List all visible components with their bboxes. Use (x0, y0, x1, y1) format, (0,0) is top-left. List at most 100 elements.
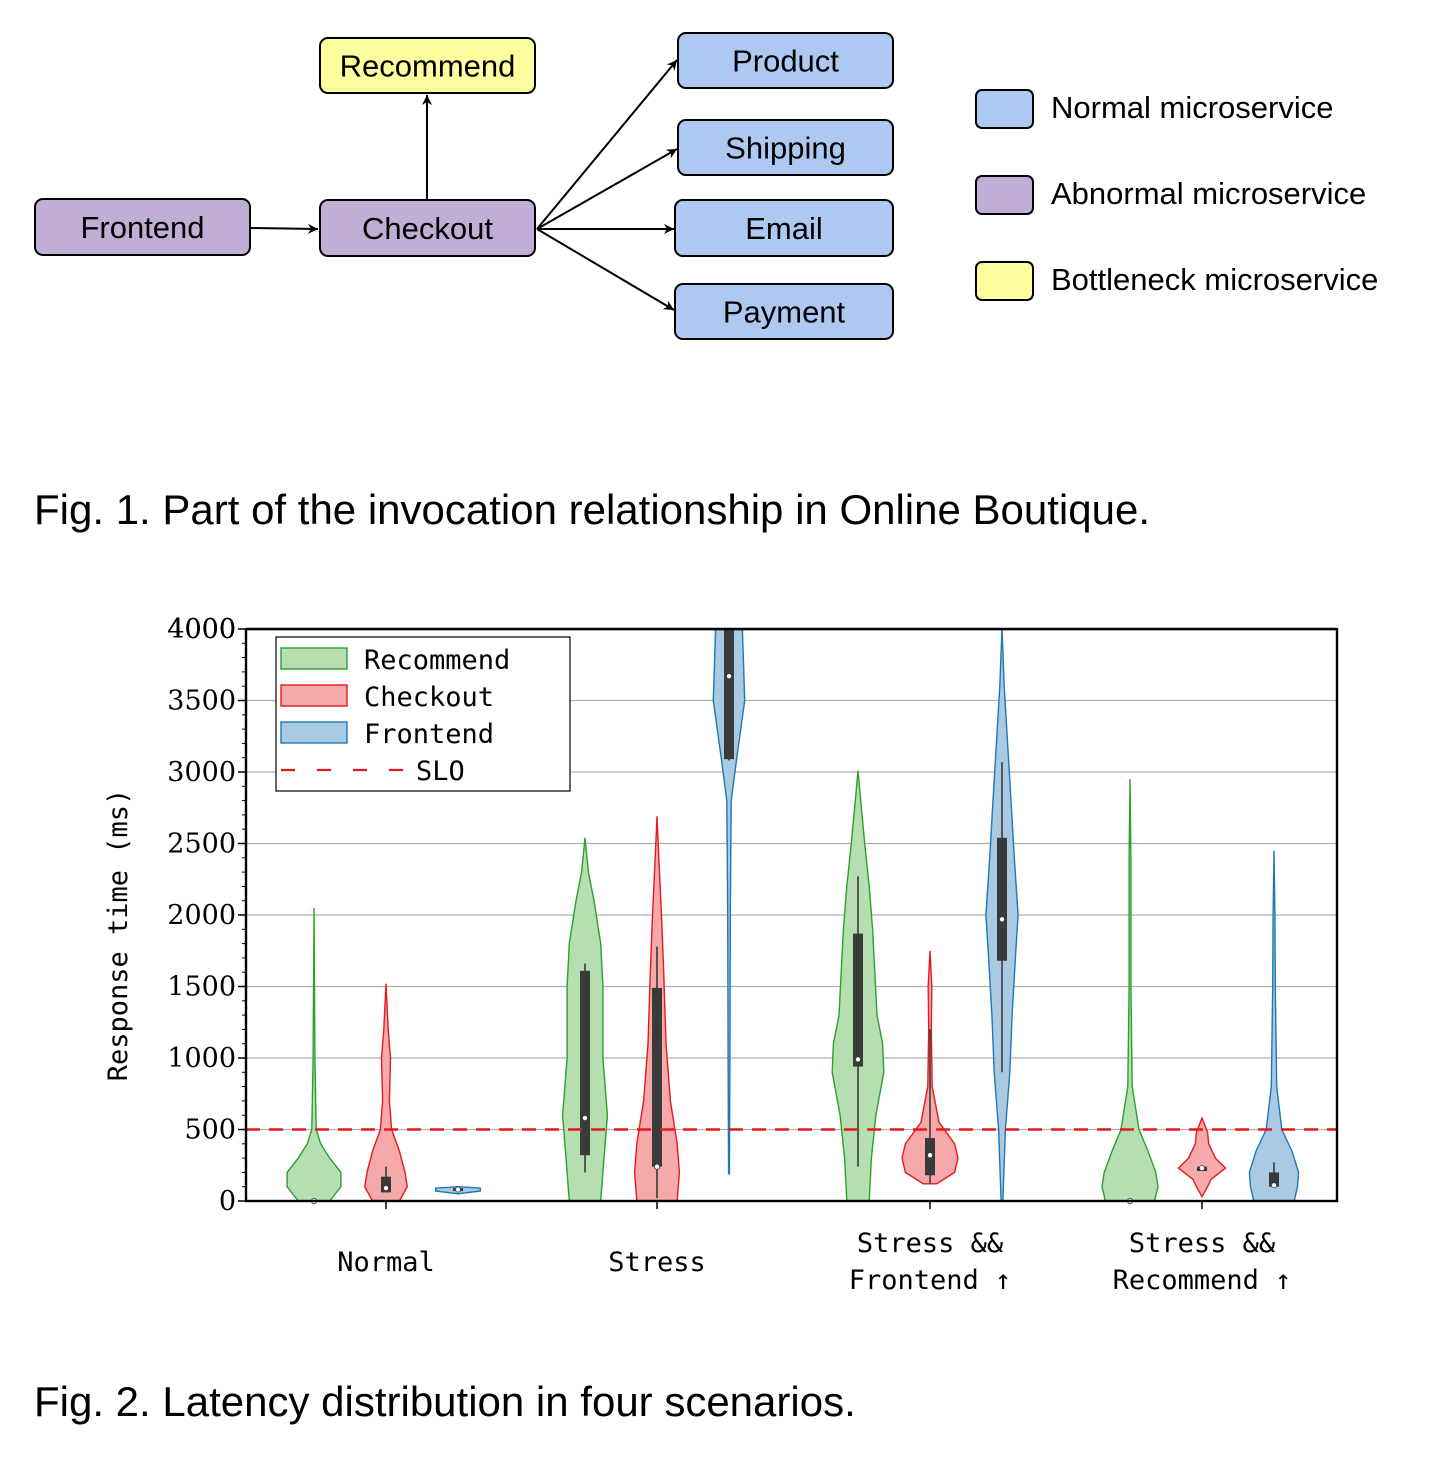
median-dot (1199, 1165, 1206, 1172)
x-category-label: Stress (608, 1247, 706, 1278)
median-dot (310, 1198, 317, 1205)
iqr-box (997, 837, 1007, 961)
node-box (674, 199, 894, 257)
violin-checkout-0 (363, 983, 409, 1202)
node-shipping: Shipping (677, 119, 894, 176)
legend-box (275, 636, 571, 792)
legend-label: Bottleneck microservice (1051, 262, 1378, 297)
iqr-box (652, 987, 662, 1167)
legend-label: Checkout (364, 682, 494, 713)
legend-swatch (975, 261, 1034, 301)
violin-checkout-1 (633, 816, 681, 1202)
y-tick-label: 2000 (167, 900, 236, 931)
violin-recommend-2 (831, 770, 885, 1202)
violin-checkout-2 (901, 950, 959, 1185)
median-dot (999, 916, 1006, 923)
y-tick-label: 3000 (167, 757, 236, 788)
iqr-box (453, 1188, 463, 1191)
iqr-box (724, 629, 734, 760)
median-dot (1271, 1182, 1278, 1189)
iqr-box (1269, 1172, 1279, 1187)
y-tick-label: 2500 (167, 829, 236, 860)
legend-label-slo: SLO (416, 756, 465, 787)
node-checkout: Checkout (319, 199, 536, 257)
node-box (674, 283, 894, 340)
iqr-box (853, 933, 863, 1067)
chart-legend: Recommend Checkout Frontend SLO (275, 636, 571, 792)
legend-label: Normal microservice (1051, 90, 1333, 125)
edge-checkout-payment (536, 228, 675, 311)
iqr-box (1197, 1166, 1207, 1171)
invocation-diagram: Frontend Checkout Recommend Product Shipping… (34, 32, 1378, 340)
y-tick-label: 1500 (167, 972, 236, 1003)
node-label: Frontend (80, 210, 204, 245)
y-tick-label: 1000 (167, 1043, 236, 1074)
median-dot (726, 673, 733, 680)
edge-checkout-product (536, 59, 678, 230)
median-dot (454, 1186, 461, 1193)
x-category-label: Recommend ↑ (1113, 1265, 1292, 1296)
violin-recommend-3 (1101, 779, 1159, 1202)
x-category-label: Frontend ↑ (849, 1265, 1012, 1296)
violin-frontend-1 (712, 628, 746, 1175)
node-box (677, 119, 894, 176)
x-category-label: Stress && (1129, 1228, 1276, 1259)
legend-label: Recommend (364, 645, 510, 676)
node-label: Payment (723, 295, 846, 330)
plot-frame (244, 627, 1339, 1203)
top-mask (244, 589, 1339, 628)
legend-swatch (975, 175, 1034, 215)
violin-frontend-0 (434, 1185, 482, 1195)
edge-frontend-checkout (249, 223, 319, 234)
node-email: Email (674, 199, 894, 257)
violin-frontend-2 (985, 628, 1019, 1202)
node-label: Product (732, 44, 839, 79)
median-dot (855, 1056, 862, 1063)
figure-1-caption: Fig. 1. Part of the invocation relations… (34, 486, 1150, 533)
iqr-box (381, 1176, 391, 1193)
violins (286, 628, 1300, 1205)
violin-checkout-3 (1177, 1116, 1227, 1199)
iqr-box (925, 1138, 935, 1176)
figure-2-caption: Fig. 2. Latency distribution in four sce… (34, 1378, 856, 1425)
edge-checkout-shipping (536, 148, 678, 230)
median-dot (927, 1152, 934, 1159)
node-frontend: Frontend (34, 198, 251, 256)
node-box (34, 198, 251, 256)
y-tick-label-top: 4000 (167, 614, 236, 645)
y-tick-label: 3500 (167, 686, 236, 717)
node-product: Product (677, 32, 894, 89)
x-category-label: Normal (337, 1247, 435, 1278)
legend-item-abnormal: Abnormal microservice (975, 175, 1366, 215)
node-label: Shipping (725, 131, 846, 166)
median-dot (582, 1115, 589, 1122)
median-dot (654, 1163, 661, 1170)
legend-item-bottleneck: Bottleneck microservice (975, 261, 1378, 301)
node-label: Checkout (362, 211, 493, 246)
y-axis-label: Response time (ms) (103, 789, 134, 1082)
legend-swatch (975, 89, 1034, 129)
legend-swatch-frontend (280, 721, 348, 744)
legend-label: Abnormal microservice (1051, 176, 1366, 211)
y-tick-label: 500 (184, 1115, 236, 1146)
node-payment: Payment (674, 283, 894, 340)
median-dot (382, 1185, 389, 1192)
iqr-box (580, 970, 590, 1156)
violin-recommend-1 (561, 837, 609, 1202)
violin-frontend-3 (1248, 850, 1300, 1202)
y-tick-label: 4000 (167, 614, 236, 645)
node-box (677, 32, 894, 89)
x-category-label: Stress && (857, 1228, 1004, 1259)
legend-swatch-recommend (280, 647, 348, 670)
y-tick-label: 0 (219, 1186, 236, 1217)
legend-swatch-checkout (280, 684, 348, 707)
node-box (319, 199, 536, 257)
violin-recommend-0 (286, 907, 342, 1202)
legend-label: Frontend (364, 719, 494, 750)
node-recommend: Recommend (319, 37, 536, 94)
node-label: Email (745, 211, 823, 246)
median-dot (1127, 1198, 1134, 1205)
node-label: Recommend (340, 49, 516, 84)
legend-item-normal: Normal microservice (975, 89, 1333, 129)
node-box (319, 37, 536, 94)
